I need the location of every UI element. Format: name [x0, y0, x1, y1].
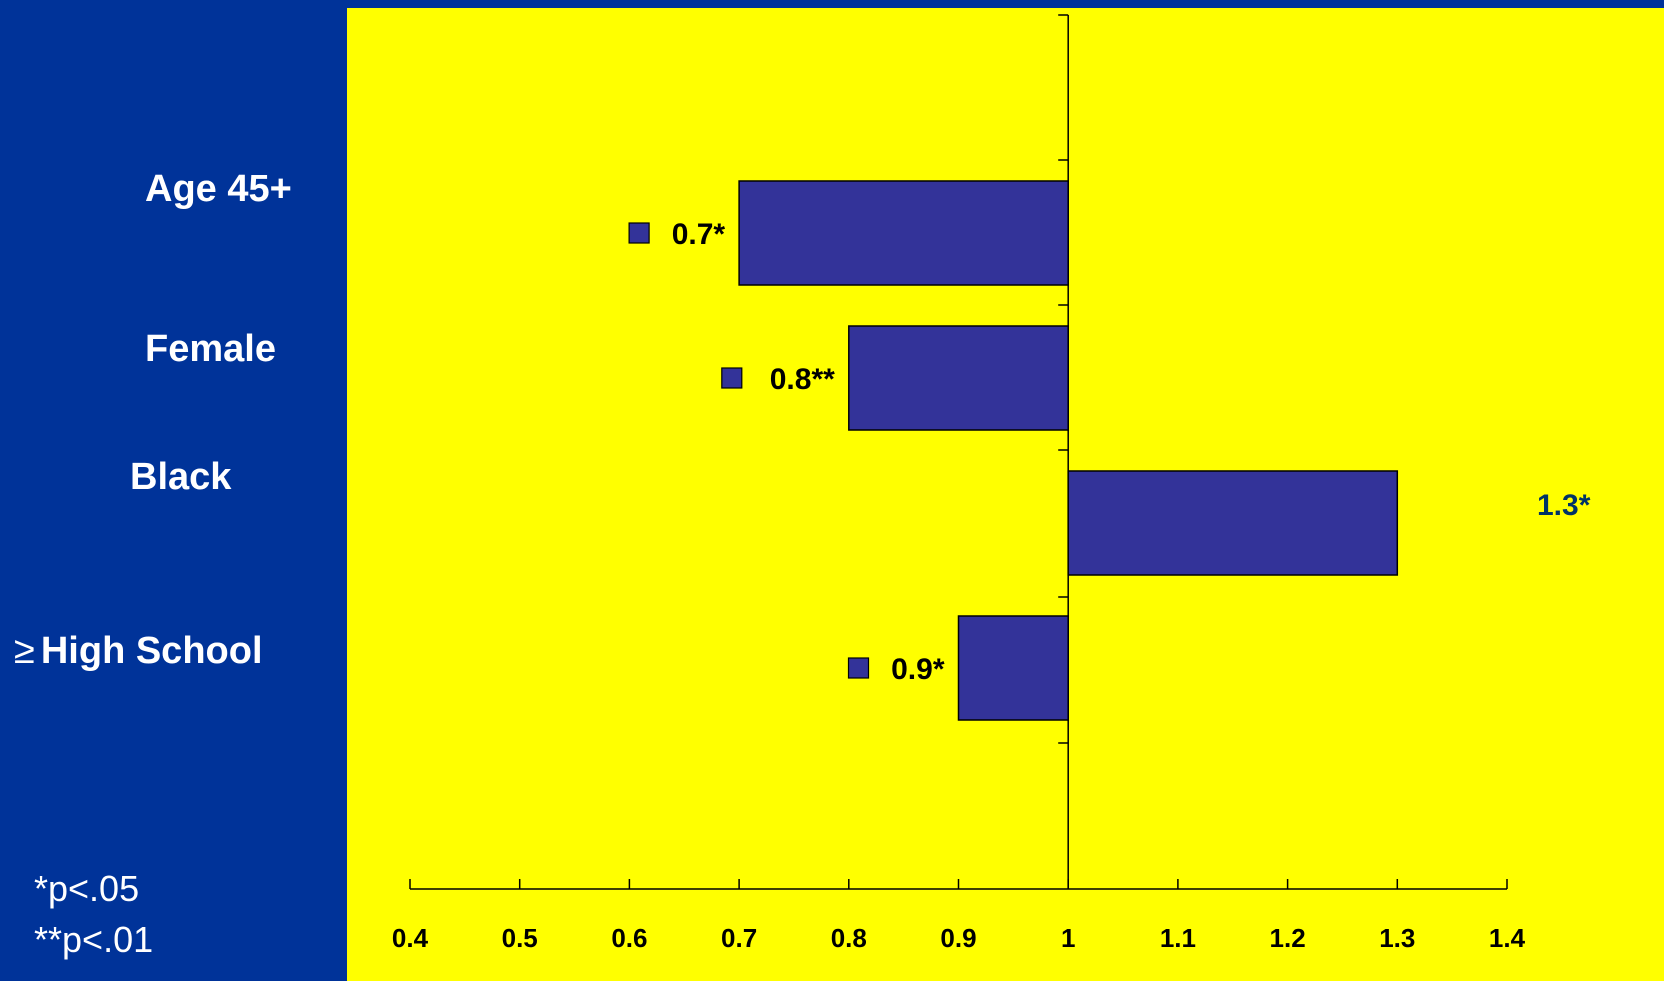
x-tick-label: 0.5	[502, 923, 538, 953]
x-tick-label: 1	[1061, 923, 1075, 953]
bar	[848, 325, 1069, 431]
x-tick-label: 0.9	[940, 923, 976, 953]
data-label: 0.8**	[770, 363, 835, 396]
x-tick-label: 1.3	[1379, 923, 1415, 953]
bar	[1067, 470, 1399, 576]
footnote-p05: *p<.05	[34, 868, 140, 909]
data-label: 0.7*	[672, 218, 726, 251]
plot-area	[347, 8, 1664, 981]
category-label-female: Female	[145, 328, 276, 370]
x-tick-label: 0.4	[392, 923, 429, 953]
data-label-marker	[628, 222, 650, 244]
x-tick-label: 1.2	[1270, 923, 1306, 953]
x-tick-label: 1.4	[1489, 923, 1526, 953]
x-tick-label: 1.1	[1160, 923, 1196, 953]
category-label-age: Age 45+	[145, 168, 292, 210]
category-label-high-school-text: High School	[40, 630, 263, 672]
bar	[957, 615, 1069, 721]
data-label: 0.9*	[891, 653, 945, 686]
x-tick-label: 0.7	[721, 923, 757, 953]
bar	[738, 180, 1069, 286]
data-label-marker	[721, 367, 743, 389]
data-label: 1.3*	[1537, 489, 1591, 522]
data-label-marker	[847, 657, 870, 679]
x-tick-label: 0.6	[611, 923, 647, 953]
category-label-black: Black	[130, 456, 232, 498]
x-tick-label: 0.8	[831, 923, 867, 953]
footnote-p01: **p<.01	[34, 919, 154, 960]
category-label-high-school: ≥ High School	[14, 632, 263, 670]
greater-equal-symbol: ≥	[14, 630, 35, 672]
